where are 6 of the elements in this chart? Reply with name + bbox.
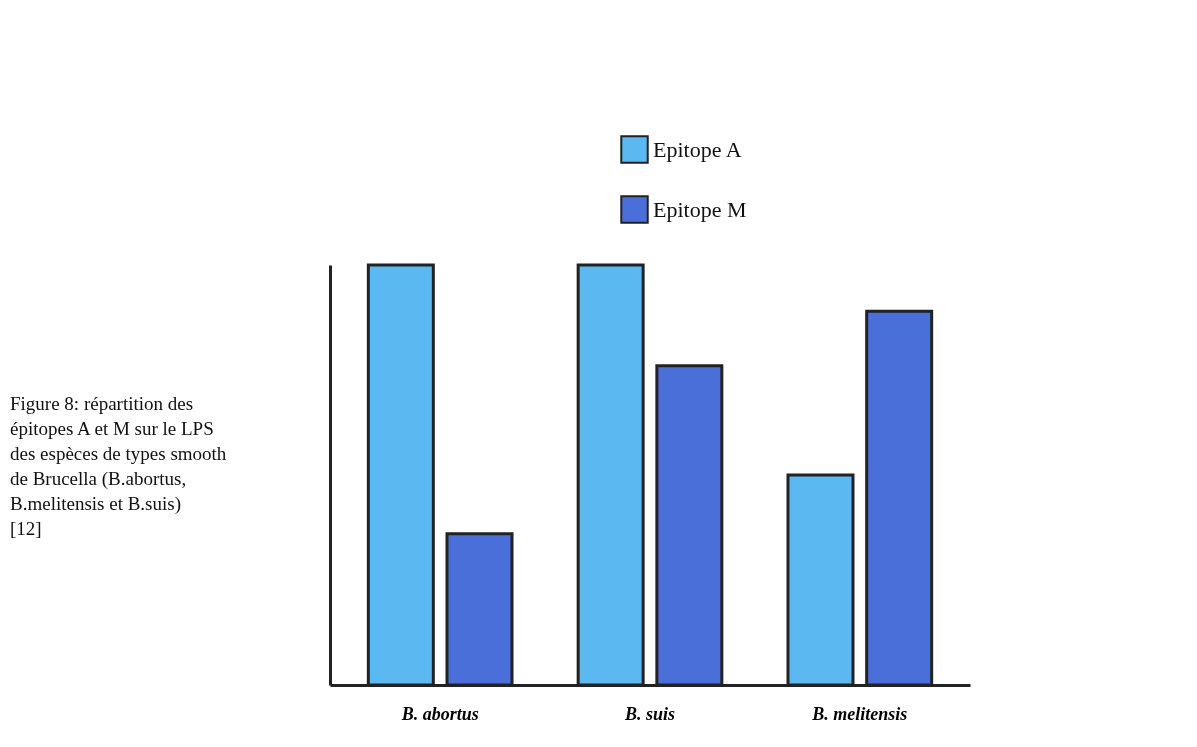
legend-label: Epitope A	[653, 136, 742, 162]
x-tick-label: B. suis	[623, 703, 676, 724]
x-tick-label: B. melitensis	[811, 703, 908, 724]
caption: Figure 8: répartition des épitopes A et M sur le LPS des espèces de types smooth de Brucella (B.abortus, B.melitensis et B.suis) [12]	[10, 393, 227, 539]
x-tick-label: B. abortus	[400, 703, 479, 724]
legend-label: Epitope M	[653, 196, 747, 222]
